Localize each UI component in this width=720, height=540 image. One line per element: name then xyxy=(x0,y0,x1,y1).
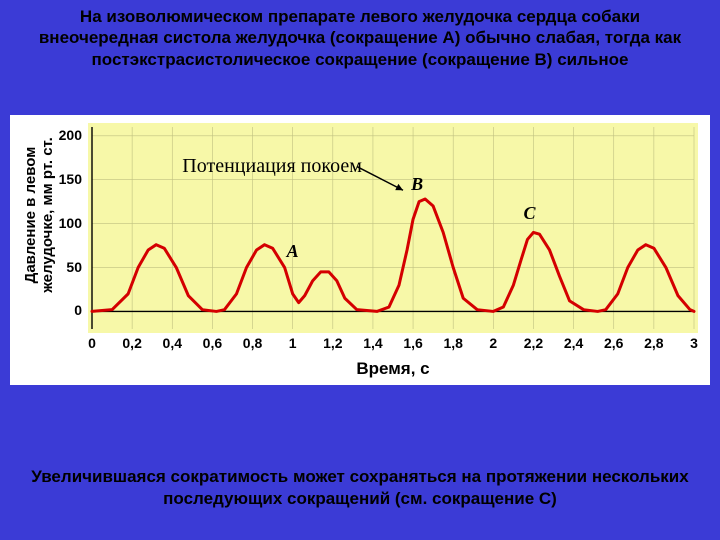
x-axis-label: Время, с xyxy=(88,359,698,379)
slide-caption: Увеличившаяся сократимость может сохраня… xyxy=(30,466,690,510)
point-label-b: B xyxy=(411,174,423,195)
x-tick-label: 2,2 xyxy=(518,335,548,351)
chart-container: Давление в левом желудочке, мм рт. ст. П… xyxy=(10,115,710,385)
point-label-a: A xyxy=(287,241,299,262)
x-tick-label: 3 xyxy=(679,335,709,351)
x-tick-label: 2,4 xyxy=(559,335,589,351)
x-tick-label: 2 xyxy=(478,335,508,351)
x-tick-label: 1,4 xyxy=(358,335,388,351)
x-tick-label: 1,2 xyxy=(318,335,348,351)
y-tick-label: 100 xyxy=(48,215,82,231)
x-tick-label: 0 xyxy=(77,335,107,351)
x-tick-label: 2,8 xyxy=(639,335,669,351)
y-tick-label: 50 xyxy=(48,259,82,275)
point-label-c: C xyxy=(523,203,535,224)
x-tick-label: 0,6 xyxy=(197,335,227,351)
x-tick-label: 0,8 xyxy=(238,335,268,351)
y-tick-label: 0 xyxy=(48,302,82,318)
x-tick-label: 2,6 xyxy=(599,335,629,351)
x-tick-label: 1,6 xyxy=(398,335,428,351)
x-tick-label: 0,2 xyxy=(117,335,147,351)
y-tick-label: 200 xyxy=(48,127,82,143)
x-tick-label: 1 xyxy=(278,335,308,351)
annotation-text: Потенциация покоем xyxy=(182,155,362,178)
slide-title: На изоволюмическом препарате левого желу… xyxy=(20,6,700,70)
x-tick-label: 0,4 xyxy=(157,335,187,351)
chart-plot xyxy=(88,123,698,333)
y-tick-label: 150 xyxy=(48,171,82,187)
slide: На изоволюмическом препарате левого желу… xyxy=(0,0,720,540)
x-tick-label: 1,8 xyxy=(438,335,468,351)
